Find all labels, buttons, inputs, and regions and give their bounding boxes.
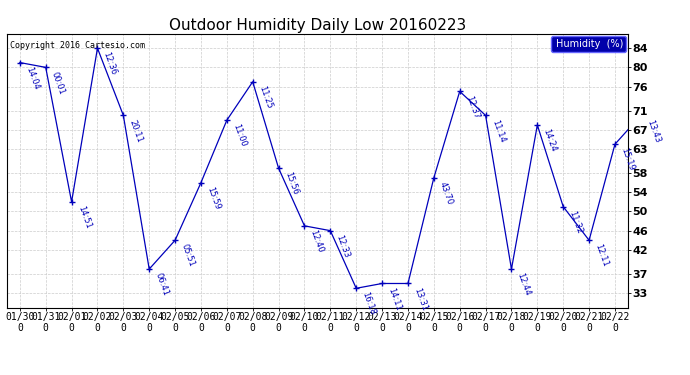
- Text: 12:44: 12:44: [515, 272, 532, 297]
- Text: 14:24: 14:24: [542, 128, 558, 153]
- Text: 11:14: 11:14: [490, 118, 506, 144]
- Text: 13:43: 13:43: [645, 118, 662, 144]
- Text: 11:25: 11:25: [257, 84, 273, 110]
- Text: 12:37: 12:37: [464, 94, 480, 120]
- Title: Outdoor Humidity Daily Low 20160223: Outdoor Humidity Daily Low 20160223: [169, 18, 466, 33]
- Text: 14:51: 14:51: [76, 205, 92, 230]
- Text: 05:51: 05:51: [179, 243, 196, 268]
- Text: 14:11: 14:11: [386, 286, 403, 312]
- Text: 43:70: 43:70: [438, 181, 455, 206]
- Text: 15:19: 15:19: [619, 147, 635, 172]
- Legend: Humidity  (%): Humidity (%): [551, 36, 626, 51]
- Text: 16:18: 16:18: [360, 291, 377, 317]
- Text: 12:11: 12:11: [593, 243, 610, 268]
- Text: 00:01: 00:01: [50, 70, 66, 96]
- Text: 12:33: 12:33: [335, 233, 351, 259]
- Text: 06:41: 06:41: [153, 272, 170, 297]
- Text: 12:40: 12:40: [308, 229, 325, 254]
- Text: 13:31: 13:31: [412, 286, 428, 312]
- Text: 14:04: 14:04: [24, 65, 41, 91]
- Text: 12:36: 12:36: [101, 51, 118, 76]
- Text: Copyright 2016 Cartesio.com: Copyright 2016 Cartesio.com: [10, 40, 145, 50]
- Text: 11:32: 11:32: [567, 209, 584, 235]
- Text: 11:00: 11:00: [231, 123, 248, 148]
- Text: 20:11: 20:11: [128, 118, 144, 144]
- Text: 15:59: 15:59: [205, 185, 221, 211]
- Text: 15:56: 15:56: [283, 171, 299, 196]
